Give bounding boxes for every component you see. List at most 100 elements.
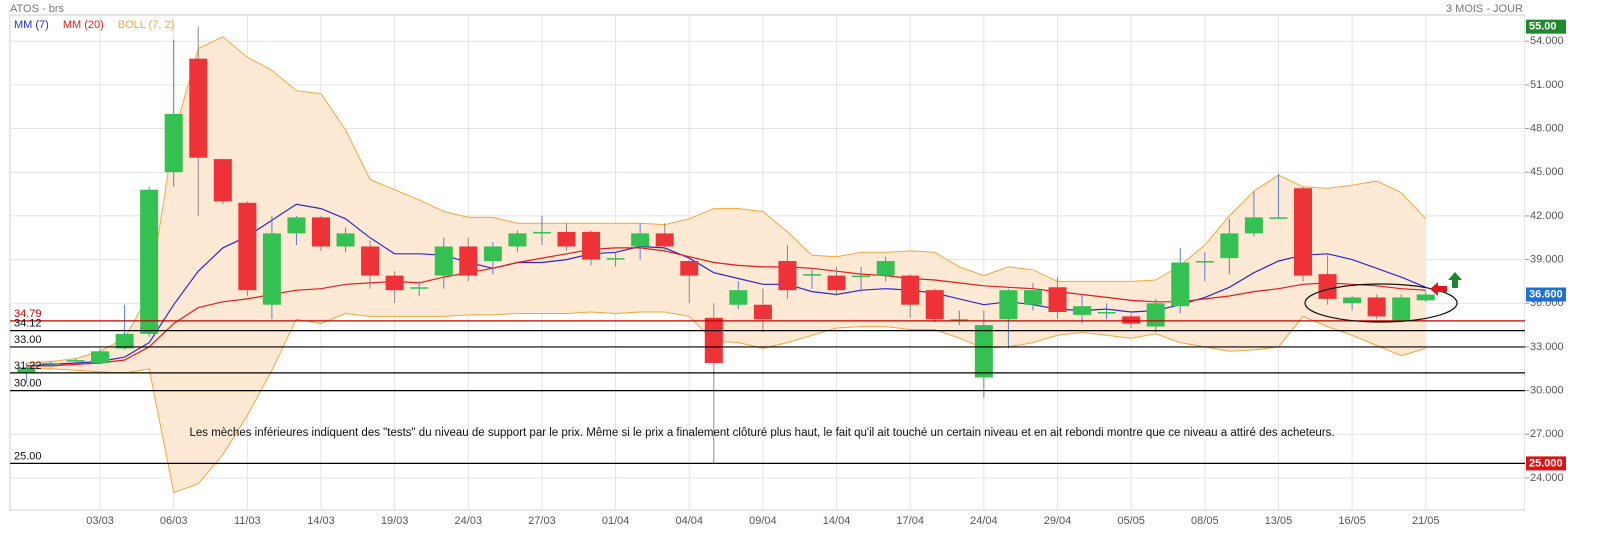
price-marker — [1526, 19, 1566, 34]
candle-body — [655, 233, 674, 247]
candle-body — [778, 261, 797, 291]
candle-body — [1023, 290, 1042, 305]
candle-body — [17, 367, 36, 374]
price-axis-panel — [1525, 0, 1601, 541]
candle-body — [680, 261, 699, 276]
candle-body — [434, 246, 453, 276]
support-level-label: 25.00 — [14, 450, 42, 462]
candle-body — [1097, 312, 1116, 314]
x-tick-label: 03/03 — [86, 515, 114, 527]
candle-body — [974, 325, 993, 378]
y-tick-label: 30.000 — [1530, 385, 1564, 397]
x-tick-label: 24/04 — [970, 515, 998, 527]
x-tick-label: 14/04 — [823, 515, 851, 527]
band-fill — [26, 36, 1426, 493]
band-lower — [26, 311, 1426, 494]
candle-body — [213, 159, 232, 202]
candle-body — [999, 290, 1018, 320]
candle-body — [852, 275, 871, 278]
candle-body — [1146, 303, 1165, 327]
candle-body — [631, 233, 650, 247]
chart-title: ATOS - brs — [10, 3, 64, 15]
y-tick-label: 48.000 — [1530, 122, 1564, 134]
candle-body — [1171, 262, 1190, 307]
x-tick-label: 08/05 — [1191, 515, 1219, 527]
candle-body — [1220, 233, 1239, 259]
candle-body — [1416, 294, 1435, 301]
price-marker — [1526, 287, 1566, 302]
x-tick-label: 05/05 — [1117, 515, 1145, 527]
x-tick-label: 16/05 — [1338, 515, 1366, 527]
y-tick-label: 54.000 — [1530, 35, 1564, 47]
price-marker — [1526, 456, 1566, 471]
candle-body — [140, 189, 159, 334]
candle-body — [1294, 188, 1312, 276]
moving-average-line — [26, 247, 1426, 367]
price-marker-label: 36.600 — [1529, 288, 1563, 300]
x-tick-label: 01/04 — [602, 515, 630, 527]
candle-body — [1269, 217, 1288, 219]
candle-body — [336, 233, 355, 247]
y-tick-label: 45.000 — [1530, 166, 1564, 178]
candle-body — [312, 217, 330, 247]
y-tick-label: 27.000 — [1530, 428, 1564, 440]
candle-body — [557, 231, 576, 247]
support-level-label: 31.22 — [14, 360, 42, 372]
green-arrow — [1448, 272, 1462, 288]
band-upper — [26, 36, 1427, 364]
candle-body — [803, 274, 821, 276]
candle-body — [1195, 261, 1214, 263]
candle-body — [238, 202, 257, 291]
y-tick-label: 24.000 — [1530, 472, 1564, 484]
candle-body — [262, 233, 281, 305]
candle-body — [1367, 297, 1386, 317]
y-tick-label: 51.000 — [1530, 79, 1564, 91]
support-level-label: 33.00 — [14, 334, 42, 346]
price-marker-label: 55.00 — [1529, 21, 1557, 33]
x-tick-label: 29/04 — [1044, 515, 1072, 527]
candle-body — [361, 246, 380, 276]
candle-body — [164, 114, 183, 173]
candle-body — [1048, 287, 1067, 312]
legend-entry: MM (20) — [63, 19, 104, 31]
candle-body — [532, 231, 551, 234]
candle-body — [1318, 274, 1337, 299]
candle-body — [753, 304, 772, 320]
x-tick-label: 24/03 — [455, 515, 483, 527]
candle-body — [1073, 306, 1092, 315]
x-tick-label: 11/03 — [234, 515, 261, 527]
candle-body — [410, 287, 429, 289]
x-tick-label: 06/03 — [160, 515, 188, 527]
candle-body — [1343, 297, 1362, 304]
x-tick-label: 21/05 — [1412, 515, 1440, 527]
candle-body — [459, 246, 478, 276]
candle-body — [606, 258, 625, 260]
candle-body — [827, 275, 846, 291]
red-arrow — [1430, 282, 1447, 296]
candle-body — [876, 261, 895, 276]
candle-body — [582, 231, 601, 260]
candle-body — [925, 290, 944, 320]
price-marker-label: 25.000 — [1529, 457, 1563, 469]
x-tick-label: 09/04 — [749, 515, 777, 527]
y-tick-label: 33.000 — [1530, 341, 1564, 353]
legend-entry: MM (7) — [14, 19, 49, 31]
moving-average-line — [26, 203, 1427, 367]
candle-body — [115, 333, 134, 349]
support-level-label: 34.79 — [14, 308, 42, 320]
candle-body — [483, 246, 502, 262]
x-tick-label: 17/04 — [896, 515, 924, 527]
x-tick-label: 27/03 — [528, 515, 556, 527]
x-tick-label: 19/03 — [381, 515, 409, 527]
candle-body — [901, 275, 920, 305]
candle-body — [1392, 297, 1411, 321]
candle-body — [1122, 316, 1141, 324]
candle-body — [41, 362, 60, 365]
highlight-ellipse — [1304, 283, 1458, 323]
x-tick-label: 14/03 — [307, 515, 335, 527]
y-tick-label: 42.000 — [1530, 210, 1564, 222]
candle-body — [704, 317, 723, 363]
x-tick-label: 04/04 — [675, 515, 703, 527]
